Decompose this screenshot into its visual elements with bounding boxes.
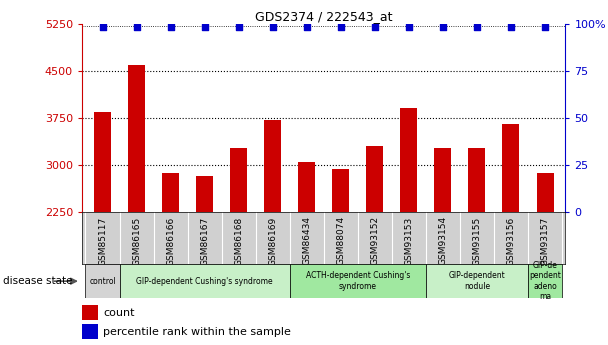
Text: GSM86434: GSM86434 — [302, 216, 311, 265]
Point — [234, 24, 244, 30]
Text: GSM86168: GSM86168 — [234, 216, 243, 266]
Bar — [86, 264, 120, 298]
Text: GSM86167: GSM86167 — [200, 216, 209, 266]
Point — [200, 24, 210, 30]
Bar — [82, 305, 98, 320]
Text: control: control — [89, 277, 116, 286]
Text: GIP-de
pendent
adeno
ma: GIP-de pendent adeno ma — [529, 261, 561, 301]
Bar — [94, 112, 111, 212]
Bar — [400, 108, 417, 212]
Text: ACTH-dependent Cushing's
syndrome: ACTH-dependent Cushing's syndrome — [306, 272, 410, 291]
Bar — [332, 169, 349, 212]
Bar — [366, 146, 383, 212]
Point — [472, 24, 482, 30]
Bar — [502, 125, 519, 212]
Text: percentile rank within the sample: percentile rank within the sample — [103, 327, 291, 337]
Text: GSM93152: GSM93152 — [370, 216, 379, 265]
Bar — [162, 173, 179, 212]
Point — [438, 24, 447, 30]
Text: GSM86165: GSM86165 — [132, 216, 141, 266]
Bar — [528, 264, 562, 298]
Bar — [536, 173, 553, 212]
Point — [268, 24, 278, 30]
Point — [302, 24, 312, 30]
Text: GSM86166: GSM86166 — [166, 216, 175, 266]
Point — [370, 24, 379, 30]
Text: GSM88074: GSM88074 — [336, 216, 345, 265]
Text: GSM85117: GSM85117 — [98, 216, 107, 266]
Title: GDS2374 / 222543_at: GDS2374 / 222543_at — [255, 10, 393, 23]
Point — [506, 24, 516, 30]
Bar — [128, 65, 145, 212]
Text: GSM93154: GSM93154 — [438, 216, 447, 265]
Text: GIP-dependent
nodule: GIP-dependent nodule — [449, 272, 505, 291]
Bar — [230, 148, 247, 212]
Text: GSM93153: GSM93153 — [404, 216, 413, 266]
Point — [166, 24, 176, 30]
Point — [540, 24, 550, 30]
Text: GSM93156: GSM93156 — [506, 216, 516, 266]
Text: count: count — [103, 308, 135, 318]
Text: GSM93157: GSM93157 — [541, 216, 550, 266]
Bar — [434, 148, 451, 212]
Point — [132, 24, 142, 30]
Bar — [468, 148, 485, 212]
Bar — [264, 120, 282, 212]
Bar — [82, 324, 98, 339]
Text: disease state: disease state — [3, 276, 72, 286]
Bar — [196, 176, 213, 212]
Bar — [299, 162, 316, 212]
Point — [98, 24, 108, 30]
Point — [404, 24, 413, 30]
Bar — [290, 264, 426, 298]
Point — [336, 24, 345, 30]
Bar — [120, 264, 290, 298]
Bar — [426, 264, 528, 298]
Text: GSM86169: GSM86169 — [268, 216, 277, 266]
Text: GIP-dependent Cushing's syndrome: GIP-dependent Cushing's syndrome — [136, 277, 273, 286]
Text: GSM93155: GSM93155 — [472, 216, 482, 266]
